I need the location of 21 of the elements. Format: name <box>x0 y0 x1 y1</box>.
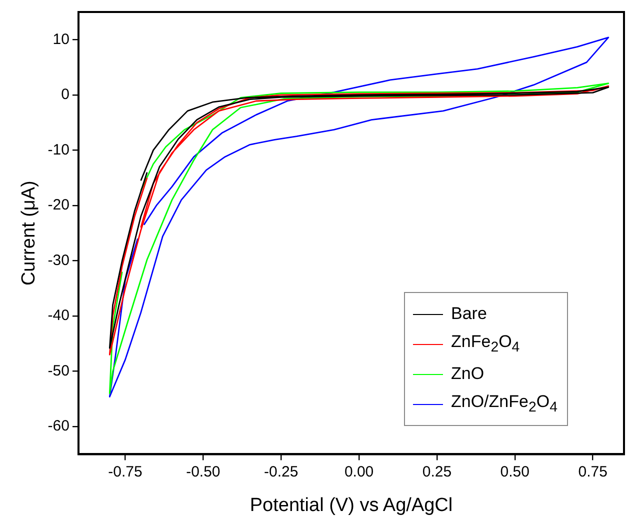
y-tick-label: 0 <box>61 86 70 104</box>
y-tick-label: -50 <box>48 362 70 380</box>
y-tick-label: -40 <box>48 307 70 324</box>
x-axis-title: Potential (V) vs Ag/AgCl <box>250 494 453 516</box>
y-tick-label: -20 <box>48 196 70 214</box>
y-tick-label: -10 <box>48 141 70 158</box>
x-tick-label: 0.75 <box>578 463 608 480</box>
x-tick-label: -0.50 <box>186 463 220 480</box>
legend-label: Bare <box>451 304 487 324</box>
y-tick-label: -60 <box>48 418 70 435</box>
x-tick-label: -0.75 <box>108 463 142 480</box>
y-tick-label: 10 <box>52 30 70 48</box>
y-tick-label: -30 <box>48 252 70 269</box>
legend-label: ZnO/ZnFe$_{2}$O$_{4}$ <box>451 392 558 416</box>
legend-label: ZnFe$_{2}$O$_{4}$ <box>451 332 520 356</box>
x-tick-label: 0.50 <box>500 463 530 480</box>
x-tick-label: 0.25 <box>422 463 452 480</box>
y-axis-title: Current (μA) <box>18 180 40 286</box>
legend-label: ZnO <box>451 364 484 384</box>
x-tick-label: -0.25 <box>264 463 298 480</box>
x-tick-label: 0.00 <box>344 463 374 480</box>
